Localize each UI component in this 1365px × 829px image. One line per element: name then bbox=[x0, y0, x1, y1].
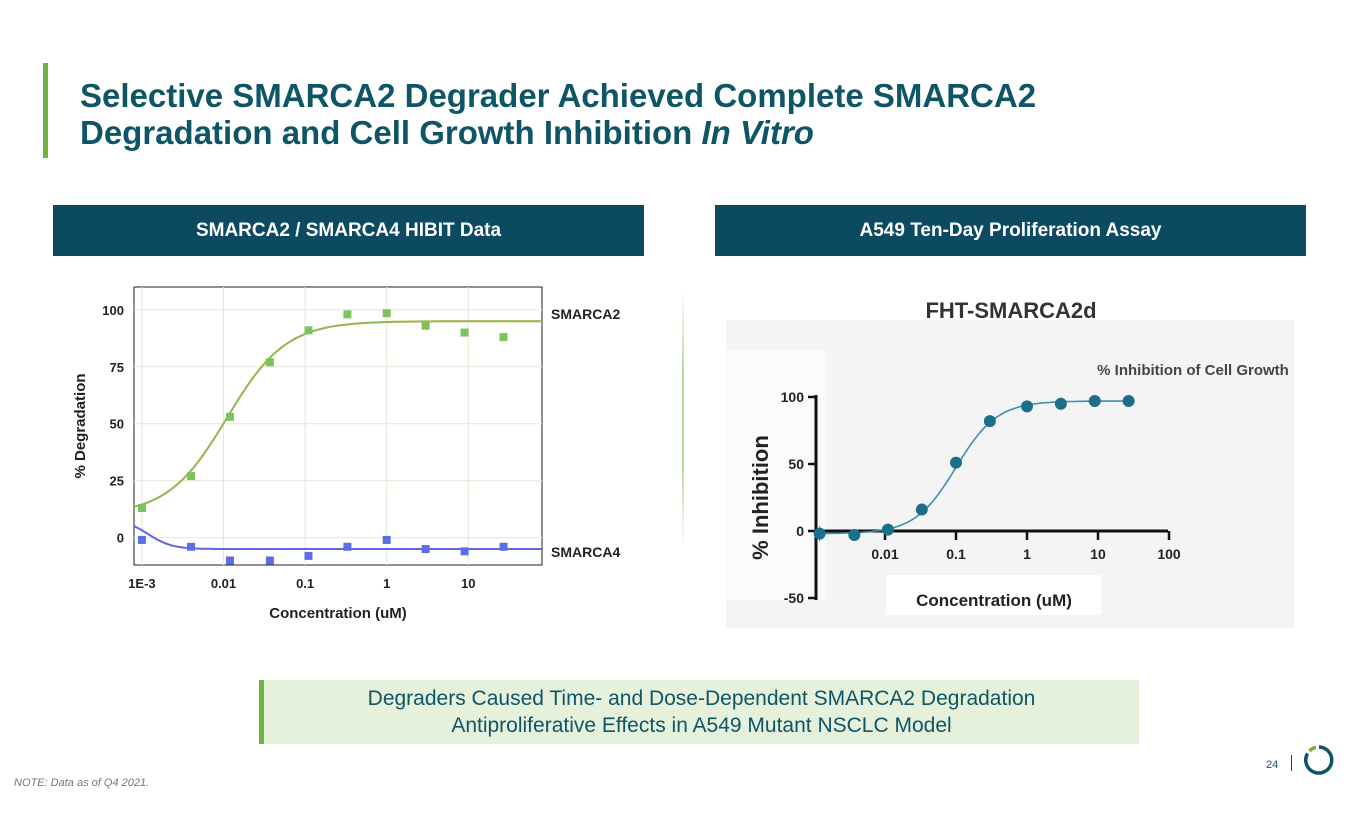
chart-title: FHT-SMARCA2d bbox=[925, 298, 1096, 323]
y-tick-label: 100 bbox=[102, 303, 124, 318]
inhibition-data-point bbox=[983, 415, 996, 428]
left-panel-header: SMARCA2 / SMARCA4 HIBIT Data bbox=[53, 205, 644, 256]
smarca4-data-point bbox=[499, 542, 508, 551]
y-tick-label: -50 bbox=[784, 590, 804, 606]
title-line-1: Selective SMARCA2 Degrader Achieved Comp… bbox=[80, 77, 1037, 114]
y-tick-label: 0 bbox=[117, 531, 124, 546]
callout-box: Degraders Caused Time- and Dose-Dependen… bbox=[259, 680, 1139, 744]
legend-line-1: % Inhibition of Cell Growth bbox=[1097, 362, 1289, 379]
y-tick-label: 100 bbox=[781, 389, 805, 405]
x-tick-label: 1 bbox=[383, 576, 390, 591]
smarca4-data-point bbox=[265, 556, 274, 565]
x-tick-label: 10 bbox=[461, 576, 475, 591]
inhibition-data-point bbox=[1021, 400, 1033, 413]
smarca4-data-point bbox=[304, 551, 313, 560]
inhibition-data-point bbox=[881, 523, 894, 536]
x-tick-label: 1 bbox=[1023, 546, 1031, 562]
smarca2-series-label: SMARCA2 bbox=[551, 306, 620, 322]
title-line-2-italic: In Vitro bbox=[701, 114, 814, 151]
smarca2-data-point bbox=[421, 321, 430, 330]
proliferation-chart: FHT-SMARCA2d % Inhibition of Cell Growth 1… bbox=[726, 298, 1294, 628]
footnote: NOTE: Data as of Q4 2021. bbox=[14, 777, 150, 789]
smarca4-data-point bbox=[225, 556, 234, 565]
x-tick-label: 10 bbox=[1090, 546, 1106, 562]
x-tick-label: 100 bbox=[1157, 546, 1181, 562]
x-tick-label: 0.1 bbox=[296, 576, 314, 591]
page-number: 24 bbox=[1266, 759, 1279, 771]
smarca2-data-point bbox=[304, 326, 313, 335]
y-tick-label: 0 bbox=[796, 523, 804, 539]
inhibition-data-point bbox=[1122, 395, 1135, 408]
title-line-2-text: Degradation and Cell Growth Inhibition bbox=[80, 114, 702, 151]
x-label-backdrop bbox=[886, 575, 1101, 615]
smarca2-data-point bbox=[460, 328, 469, 337]
smarca4-fit-curve-overlay bbox=[134, 525, 542, 550]
y-tick-label: 50 bbox=[788, 456, 804, 472]
x-axis-label: Concentration (uM) bbox=[916, 591, 1072, 610]
y-tick-label: 50 bbox=[110, 417, 124, 432]
callout-line-2: Antiproliferative Effects in A549 Mutant… bbox=[451, 714, 952, 737]
smarca4-data-point bbox=[382, 535, 391, 544]
smarca2-data-point bbox=[187, 472, 196, 481]
smarca4-data-point bbox=[343, 542, 352, 551]
title-accent-bar bbox=[43, 63, 48, 158]
inhibition-data-point bbox=[1054, 397, 1067, 410]
y-axis-label: % Degradation bbox=[72, 373, 89, 478]
x-tick-label: 1E-3 bbox=[128, 576, 155, 591]
smarca4-data-point bbox=[137, 535, 146, 544]
right-panel-header: A549 Ten-Day Proliferation Assay bbox=[715, 205, 1306, 256]
smarca2-data-point bbox=[265, 358, 274, 367]
inhibition-fit-curve bbox=[819, 400, 1129, 535]
slide-title: Selective SMARCA2 Degrader Achieved Comp… bbox=[80, 77, 1180, 151]
inhibition-data-point bbox=[813, 527, 826, 540]
inhibition-data-point bbox=[848, 529, 861, 542]
panel-divider bbox=[682, 290, 684, 548]
smarca2-data-point bbox=[225, 412, 234, 421]
inhibition-data-point bbox=[915, 503, 928, 516]
y-label-backdrop bbox=[726, 350, 826, 600]
x-axis-label: Concentration (uM) bbox=[269, 605, 406, 622]
smarca4-series-label: SMARCA4 bbox=[551, 544, 620, 560]
x-tick-label: 0.01 bbox=[871, 546, 898, 562]
smarca4-data-point bbox=[187, 542, 196, 551]
x-tick-label: 0.01 bbox=[211, 576, 236, 591]
y-axis-label: % Inhibition bbox=[748, 435, 773, 560]
x-tick-label: 0.1 bbox=[946, 546, 966, 562]
smarca2-data-point bbox=[137, 504, 146, 513]
inhibition-data-point bbox=[950, 456, 962, 469]
smarca4-data-point bbox=[421, 545, 430, 554]
smarca2-data-point bbox=[343, 310, 352, 319]
smarca2-fit-curve-overlay bbox=[134, 320, 542, 508]
y-tick-label: 75 bbox=[110, 360, 124, 375]
page-number-separator bbox=[1291, 755, 1292, 771]
chart-legend: % Inhibition of Cell Growth bbox=[1097, 362, 1289, 379]
smarca2-data-point bbox=[382, 309, 391, 318]
plot-area bbox=[133, 286, 543, 566]
company-logo-icon bbox=[1304, 745, 1334, 775]
y-tick-label: 25 bbox=[110, 474, 124, 489]
title-line-2: Degradation and Cell Growth Inhibition I… bbox=[80, 114, 1180, 151]
smarca2-data-point bbox=[499, 333, 508, 342]
smarca4-data-point bbox=[460, 547, 469, 556]
inhibition-data-point bbox=[1088, 395, 1101, 408]
callout-line-1: Degraders Caused Time- and Dose-Dependen… bbox=[367, 687, 1036, 710]
